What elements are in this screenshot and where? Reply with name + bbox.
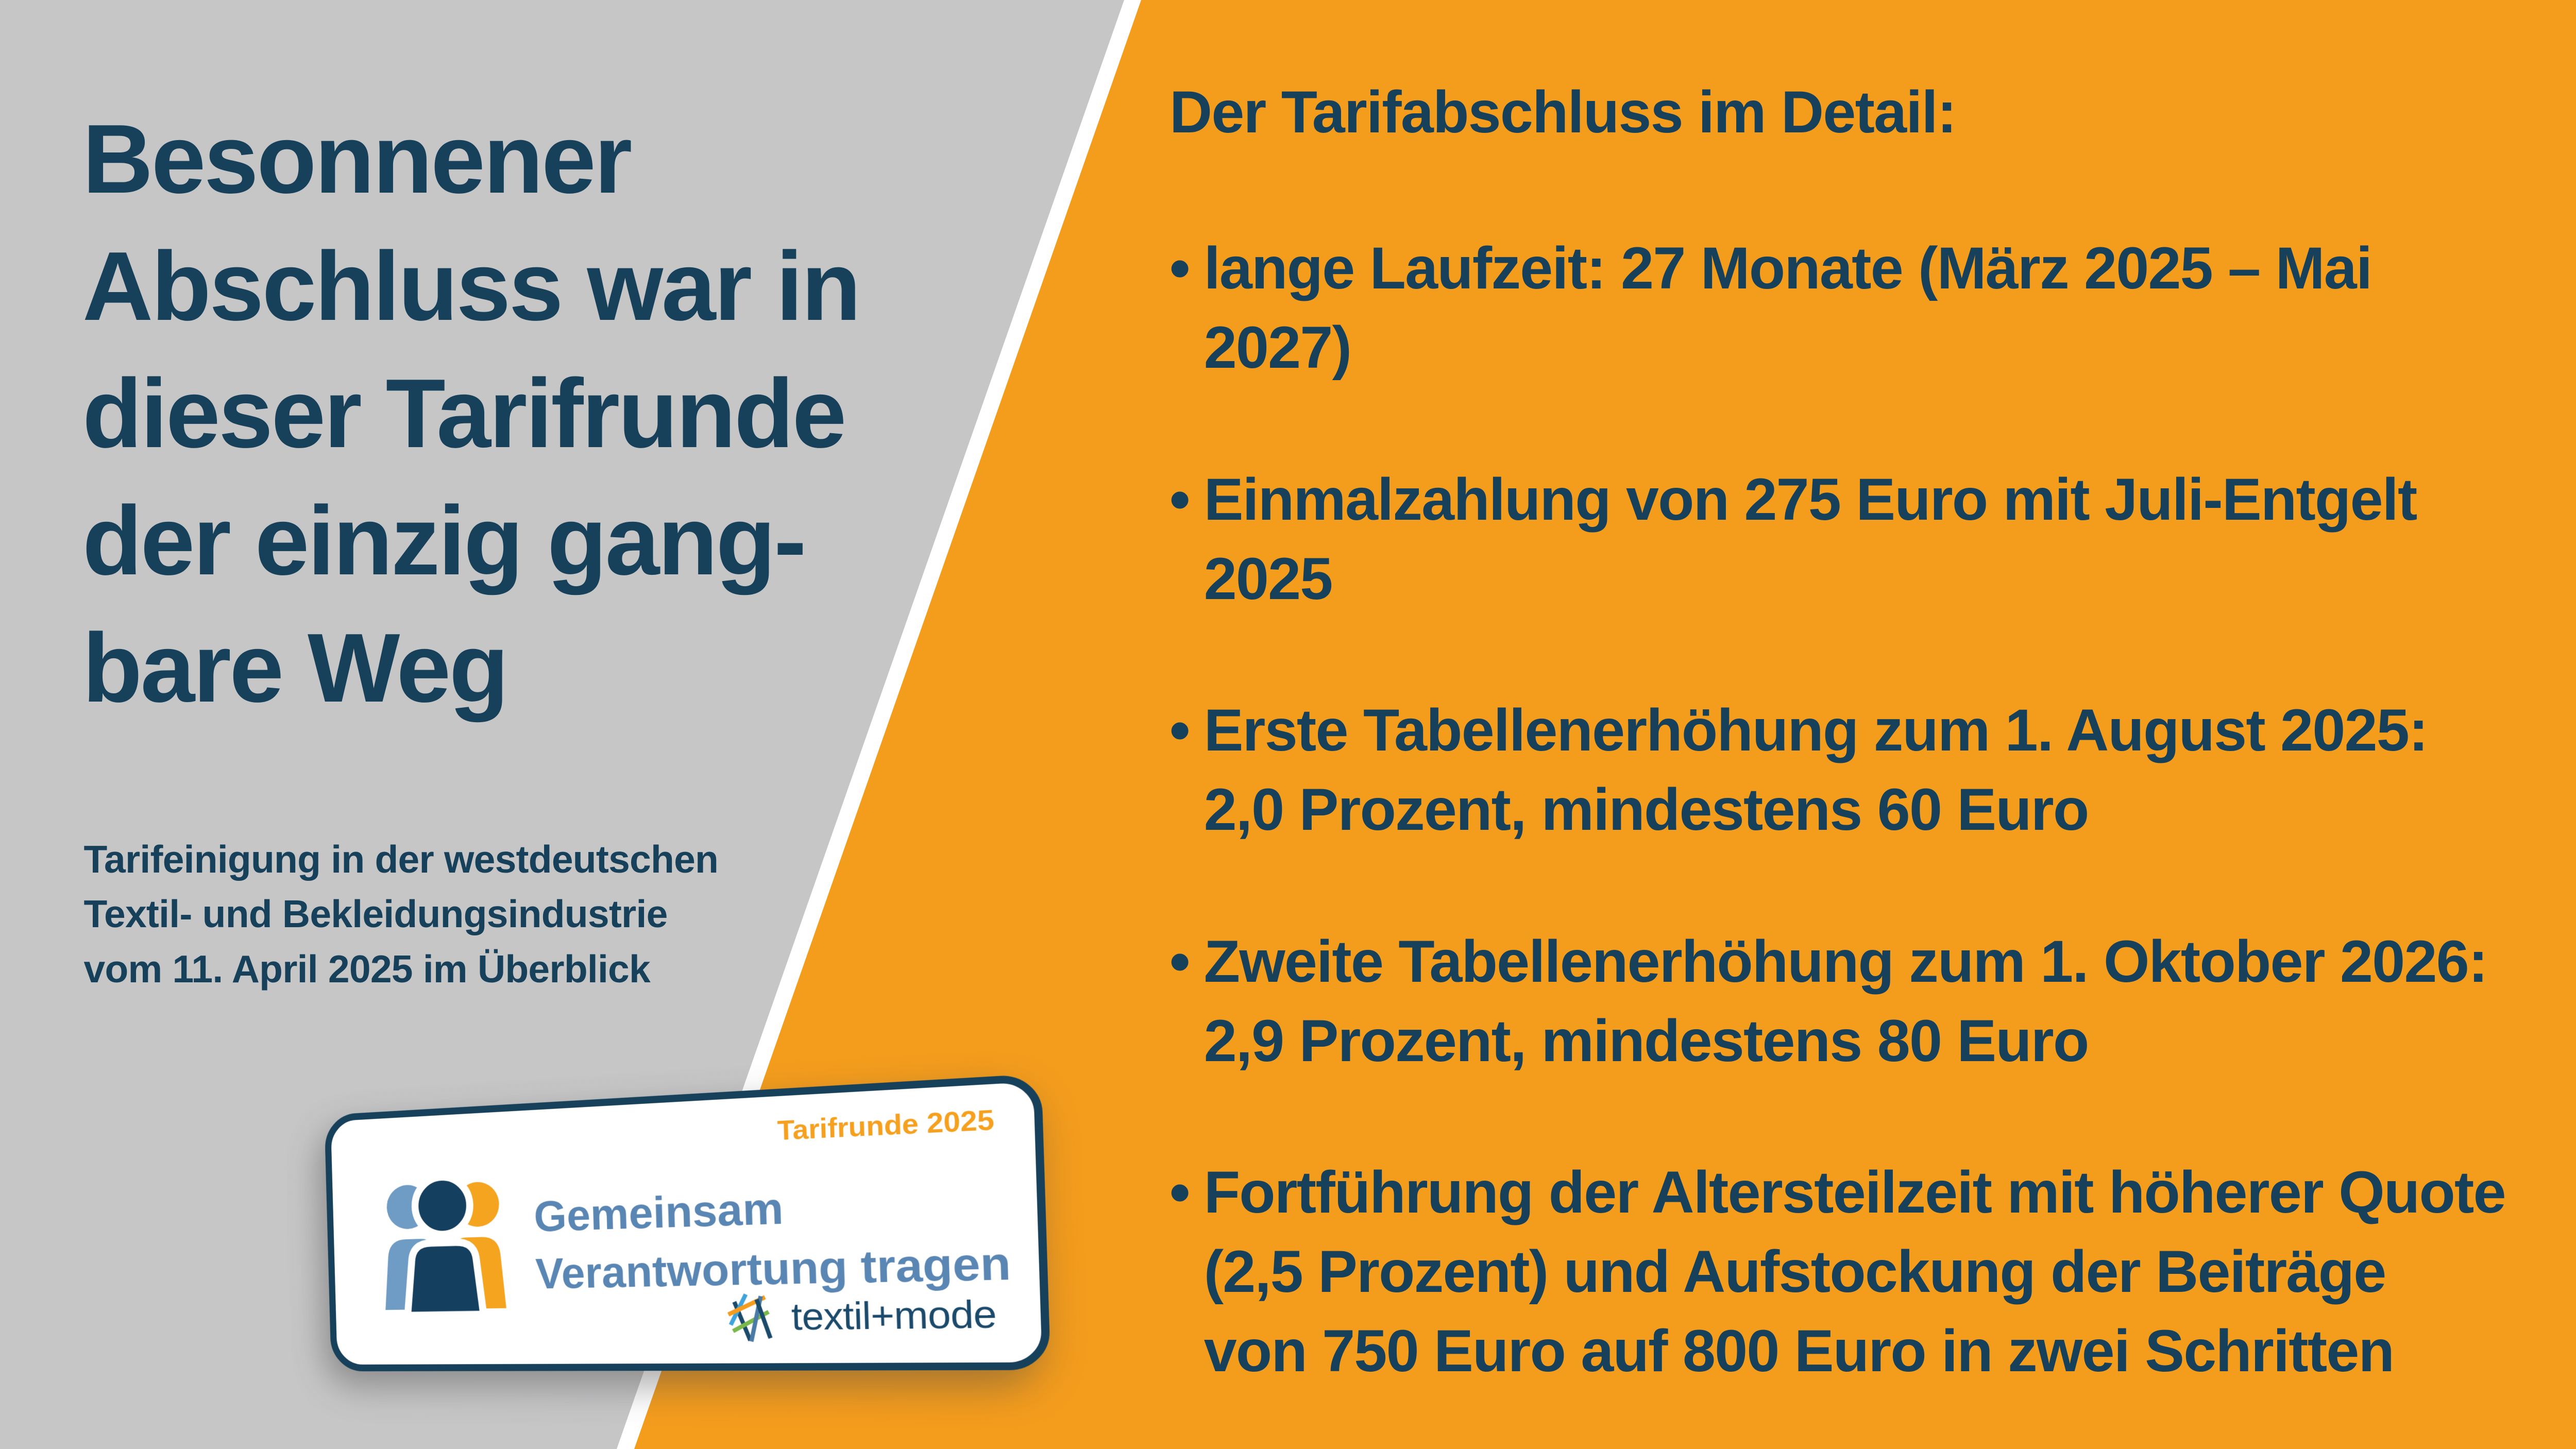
badge-tagline: Tarifrunde 2025: [777, 1103, 995, 1147]
campaign-badge: Tarifrunde 2025 Gemeinsam Verantwortung …: [324, 1073, 1051, 1372]
bullet-item: Erste Tabellenerhöhung zum 1. August 202…: [1170, 691, 2509, 849]
badge-slogan: Gemeinsam Verantwortung tragen: [533, 1183, 1012, 1298]
headline: Besonnener Abschluss war in dieser Tarif…: [82, 104, 861, 723]
brand-name: textil+mode: [790, 1291, 997, 1338]
bullet-item: Fortführung der Altersteilzeit mit höher…: [1170, 1153, 2509, 1391]
textil-mode-logo-icon: [725, 1289, 780, 1345]
detail-column: Der Tarifabschluss im Detail: lange Lauf…: [1170, 73, 2509, 1449]
detail-heading: Der Tarifabschluss im Detail:: [1170, 79, 1957, 145]
bullet-item: lange Laufzeit: 27 Monate (März 2025 – M…: [1170, 229, 2509, 387]
people-icon: [383, 1162, 506, 1318]
subtitle: Tarifeinigung in der westdeutschen Texti…: [83, 837, 719, 991]
bullet-list: lange Laufzeit: 27 Monate (März 2025 – M…: [1170, 229, 2509, 1449]
brand-lockup: textil+mode: [725, 1285, 997, 1345]
bullet-item: Zweite Tabellenerhöhung zum 1. Oktober 2…: [1170, 922, 2509, 1081]
bullet-item: Einmalzahlung von 275 Euro mit Juli-Entg…: [1170, 460, 2509, 619]
